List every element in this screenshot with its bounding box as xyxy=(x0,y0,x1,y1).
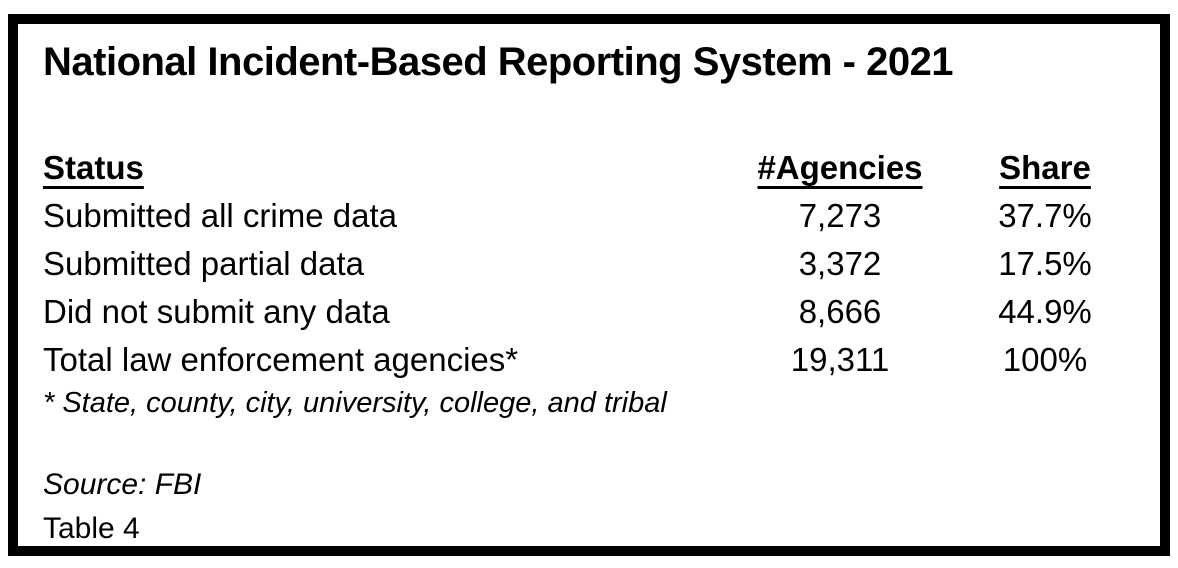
data-table: Status #Agencies Share Submitted all cri… xyxy=(43,144,1140,384)
header-cell-agencies: #Agencies xyxy=(730,144,950,192)
agencies-cell: 3,372 xyxy=(798,245,882,282)
share-cell: 37.7% xyxy=(998,197,1092,234)
status-cell: Did not submit any data xyxy=(43,293,390,330)
column-header-agencies: #Agencies xyxy=(757,149,923,186)
share-cell: 44.9% xyxy=(998,293,1092,330)
table-footnote: * State, county, city, university, colle… xyxy=(43,387,667,419)
status-cell: Submitted partial data xyxy=(43,245,365,282)
share-cell: 100% xyxy=(1002,341,1088,378)
table-row: Submitted all crime data 7,273 37.7% xyxy=(43,192,1140,240)
column-header-status: Status xyxy=(43,149,144,186)
table-row: Did not submit any data 8,666 44.9% xyxy=(43,288,1140,336)
table-row-total: Total law enforcement agencies* 19,311 1… xyxy=(43,336,1140,384)
figure-title: National Incident-Based Reporting System… xyxy=(43,40,954,84)
status-cell: Submitted all crime data xyxy=(43,197,397,234)
status-cell: Total law enforcement agencies* xyxy=(43,341,519,378)
header-cell-share: Share xyxy=(950,144,1140,192)
agencies-cell: 8,666 xyxy=(798,293,882,330)
agencies-cell: 19,311 xyxy=(790,341,890,378)
table-row: Submitted partial data 3,372 17.5% xyxy=(43,240,1140,288)
source-note: Source: FBI xyxy=(43,468,202,501)
table-header-row: Status #Agencies Share xyxy=(43,144,1140,192)
agencies-cell: 7,273 xyxy=(798,197,882,234)
header-cell-status: Status xyxy=(43,144,730,192)
table-label: Table 4 xyxy=(43,512,140,545)
share-cell: 17.5% xyxy=(998,245,1092,282)
column-header-share: Share xyxy=(999,149,1091,186)
figure-frame: National Incident-Based Reporting System… xyxy=(8,14,1170,556)
